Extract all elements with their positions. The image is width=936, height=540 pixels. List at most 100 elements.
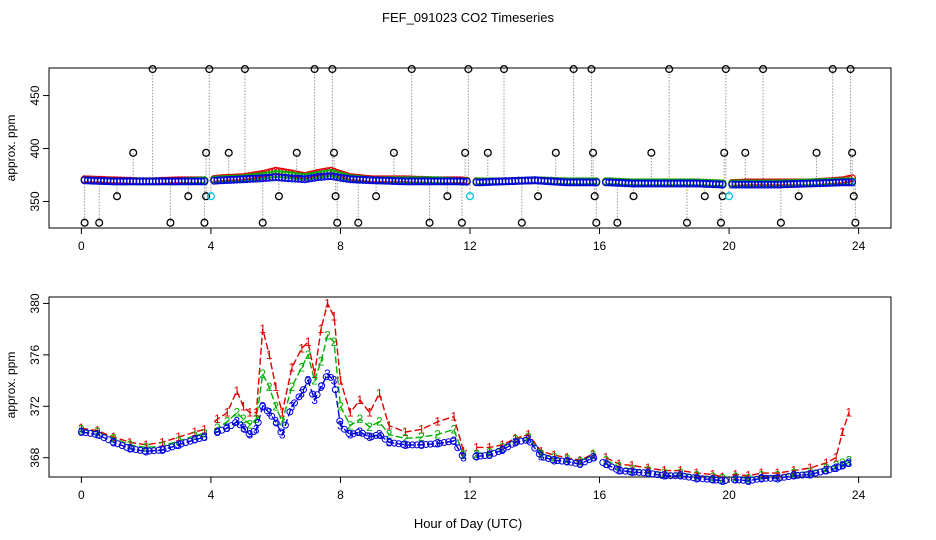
bottom-point-circle xyxy=(844,459,852,467)
top-outlier-point xyxy=(851,218,860,227)
bottom-point-circle xyxy=(263,407,271,415)
bottom-point-circle xyxy=(241,425,249,433)
top-outlier-point xyxy=(166,218,175,227)
bottom-point-circle xyxy=(277,428,285,436)
bottom-point-circle xyxy=(816,468,824,476)
bottom-point-series-3: 3 xyxy=(590,451,597,465)
bottom-point-series-1: 1 xyxy=(710,467,717,481)
bottom-point-circle xyxy=(794,471,802,479)
bottom-point-circle xyxy=(177,440,185,448)
bottom-point-series-2: 2 xyxy=(253,412,260,426)
bottom-point-series-3: 3 xyxy=(110,435,117,449)
bottom-point-series-2: 2 xyxy=(110,431,117,445)
top-point-series-3 xyxy=(592,178,601,187)
bottom-point-series-3: 3 xyxy=(386,435,393,449)
bottom-point-circle xyxy=(200,433,208,441)
bottom-point-series-1: 1 xyxy=(240,399,247,413)
top-outlier-point xyxy=(274,192,283,201)
bottom-point-series-2: 2 xyxy=(525,430,532,444)
bottom-point-circle xyxy=(789,472,797,480)
bottom-point-series-1: 1 xyxy=(616,457,623,471)
bottom-point-series-2: 2 xyxy=(839,456,846,470)
bottom-x-tick-label: 8 xyxy=(337,488,344,502)
bottom-point-series-1: 1 xyxy=(143,438,150,452)
top-x-tick-label: 24 xyxy=(852,239,866,253)
bottom-y-axis: 368 372 376 380 xyxy=(28,293,49,468)
bottom-point-circle xyxy=(690,474,697,482)
bottom-point-series-1: 1 xyxy=(833,451,840,465)
bottom-point-series-1: 1 xyxy=(224,406,231,420)
bottom-point-circle xyxy=(703,475,711,483)
bottom-point-series-3: 3 xyxy=(486,448,493,462)
bottom-point-circle xyxy=(408,441,416,449)
bottom-point-circle xyxy=(558,457,566,465)
bottom-x-tick-label: 16 xyxy=(593,488,607,502)
bottom-point-series-1: 1 xyxy=(376,386,383,400)
bottom-point-circle xyxy=(159,446,167,454)
chart-title: FEF_091023 CO2 Timeseries xyxy=(382,10,554,25)
bottom-point-circle xyxy=(653,471,661,479)
top-outlier-point xyxy=(846,65,855,74)
bottom-point-circle xyxy=(758,474,765,482)
bottom-point-series-1: 1 xyxy=(564,451,571,465)
bottom-series-line-1 xyxy=(81,301,850,478)
bottom-point-circle xyxy=(436,439,444,447)
bottom-point-series-2: 2 xyxy=(159,439,166,453)
bottom-point-series-3: 3 xyxy=(603,457,610,471)
top-outlier-point xyxy=(849,192,858,201)
bottom-point-series-1: 1 xyxy=(823,456,830,470)
bottom-point-series-3: 3 xyxy=(272,415,279,429)
bottom-point-circle xyxy=(118,442,126,450)
top-outlier-point xyxy=(629,192,638,201)
bottom-point-circle xyxy=(318,382,326,390)
top-x-tick-label: 4 xyxy=(208,239,215,253)
bottom-point-series-1: 1 xyxy=(418,422,425,436)
top-outlier-point xyxy=(292,148,301,157)
top-outlier-point xyxy=(716,218,726,227)
top-outlier-point xyxy=(95,218,104,227)
top-point-series-3 xyxy=(462,177,471,186)
top-plot-frame xyxy=(48,67,892,229)
bottom-point-circle xyxy=(431,440,439,448)
bottom-point-series-2: 2 xyxy=(175,434,182,448)
bottom-point-circle xyxy=(250,428,258,435)
top-outlier-point xyxy=(592,218,601,227)
bottom-point-circle xyxy=(259,402,267,410)
top-y-tick-label: 350 xyxy=(28,191,42,211)
bottom-point-series-2: 2 xyxy=(324,329,331,343)
top-outlier-point xyxy=(483,148,492,157)
bottom-point-series-2: 2 xyxy=(460,448,467,462)
bottom-point-circle xyxy=(780,473,788,481)
bottom-point-circle xyxy=(395,440,403,448)
top-outlier-point xyxy=(372,192,381,201)
top-outlier-point xyxy=(741,148,750,157)
bottom-point-series-3: 3 xyxy=(629,465,636,479)
top-outlier-point xyxy=(461,148,470,157)
bottom-point-series-2: 2 xyxy=(191,429,198,443)
bottom-point-series-3: 3 xyxy=(645,466,652,480)
bottom-point-circle xyxy=(553,457,561,465)
bottom-point-circle xyxy=(186,437,194,445)
bottom-point-series-1: 1 xyxy=(745,469,752,483)
bottom-point-circle xyxy=(349,430,357,438)
bottom-point-series-3: 3 xyxy=(577,457,584,471)
bottom-point-circle xyxy=(744,477,752,485)
top-outlier-point xyxy=(647,148,656,157)
bottom-point-circle xyxy=(517,437,525,445)
bottom-point-circle xyxy=(368,433,376,441)
bottom-point-series-1: 1 xyxy=(807,461,814,475)
bottom-point-circle xyxy=(114,440,122,448)
bottom-point-circle xyxy=(544,455,552,462)
top-outlier-point xyxy=(464,65,473,74)
bottom-point-series-2: 2 xyxy=(499,440,506,454)
top-outlier-point xyxy=(407,65,416,74)
top-y-axis: 350 400 450 xyxy=(28,85,49,212)
top-point-series-3 xyxy=(848,178,857,187)
bottom-point-series-2: 2 xyxy=(233,406,240,420)
top-outlier-point xyxy=(794,192,803,201)
bottom-point-circle xyxy=(300,386,307,394)
bottom-y-axis-label: approx. ppm xyxy=(4,352,18,419)
bottom-point-circle xyxy=(621,467,629,475)
bottom-point-series-1: 1 xyxy=(253,406,260,420)
